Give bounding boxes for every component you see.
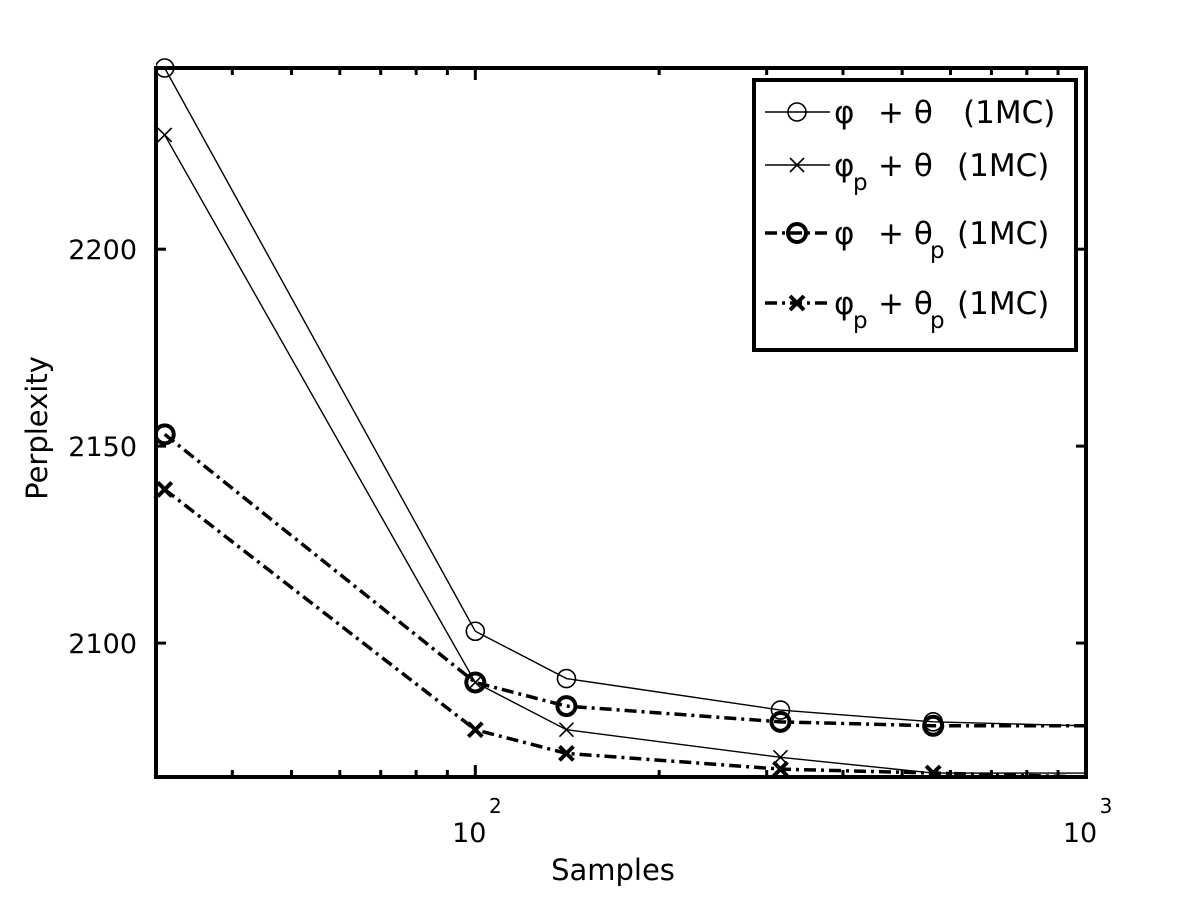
point-phip_thetap-2 [558, 744, 575, 762]
legend-label: φ [834, 148, 854, 184]
legend-label: + θ [878, 286, 933, 322]
x-axis-label: Samples [551, 853, 675, 887]
point-phi_thetap-2 [555, 695, 578, 718]
point-phi_thetap-1 [464, 671, 487, 694]
point-phi_thetap-0 [156, 423, 176, 446]
y-axis-label: Perplexity [20, 356, 54, 500]
legend-label: φ [834, 216, 854, 252]
point-phip_theta-1 [467, 674, 483, 691]
y-tick-label: 2200 [68, 235, 137, 266]
legend-label: + θ [878, 95, 933, 131]
legend-subscript: p [930, 308, 945, 334]
legend-item-phi_theta: φ + θ (1MC) [765, 95, 1055, 131]
legend-label: + θ [878, 216, 933, 252]
legend-subscript: p [930, 238, 945, 264]
legend-marker [787, 102, 807, 122]
legend-subscript: p [853, 170, 868, 196]
legend-label: (1MC) [957, 148, 1049, 184]
point-phip_theta-2 [558, 722, 575, 738]
point-phip_theta-0 [157, 127, 173, 143]
legend-subscript: p [853, 308, 868, 334]
legend-item-phip_thetap: φp + θp (1MC) [765, 286, 1049, 334]
y-tick-label: 2100 [68, 629, 137, 660]
legend-item-phi_thetap: φ + θp (1MC) [765, 216, 1049, 264]
point-phi_theta-3 [770, 700, 791, 720]
legend-marker [789, 157, 805, 173]
point-phi_theta-2 [556, 668, 577, 689]
legend-label: φ [834, 286, 854, 322]
legend-label: (1MC) [957, 216, 1049, 252]
point-phip_thetap-4 [924, 764, 942, 777]
series-line-phi_theta [164, 67, 1087, 727]
y-tick-label: 2150 [68, 432, 137, 463]
point-phi_thetap-3 [769, 710, 792, 733]
legend-marker [786, 222, 808, 244]
plot-area [156, 58, 1087, 777]
legend-marker [788, 294, 806, 312]
plot-frame [154, 66, 1088, 779]
legend-label: + θ [878, 148, 933, 184]
series-line-phip_thetap [163, 488, 1087, 777]
point-phip_thetap-1 [466, 721, 484, 739]
point-phi_theta-1 [465, 621, 486, 642]
series-line-phi_thetap [163, 432, 1086, 728]
point-phi_thetap-4 [922, 714, 945, 737]
x-tick-label: 10 [1063, 818, 1097, 849]
legend-label: φ [834, 95, 854, 131]
x-tick-exponent: 3 [1100, 794, 1113, 818]
legend-label: (1MC) [957, 286, 1049, 322]
legend-label: (1MC) [963, 95, 1055, 131]
legend-box [752, 78, 1078, 352]
x-tick-label: 10 [452, 818, 486, 849]
legend: φ + θ (1MC)φp + θ (1MC)φ + θp (1MC)φp + θp (1MC) [752, 78, 1078, 352]
legend-item-phip_theta: φp + θ (1MC) [765, 148, 1049, 196]
point-phip_thetap-0 [156, 481, 174, 498]
point-phip_thetap-3 [772, 760, 789, 777]
x-tick-exponent: 2 [489, 794, 502, 818]
